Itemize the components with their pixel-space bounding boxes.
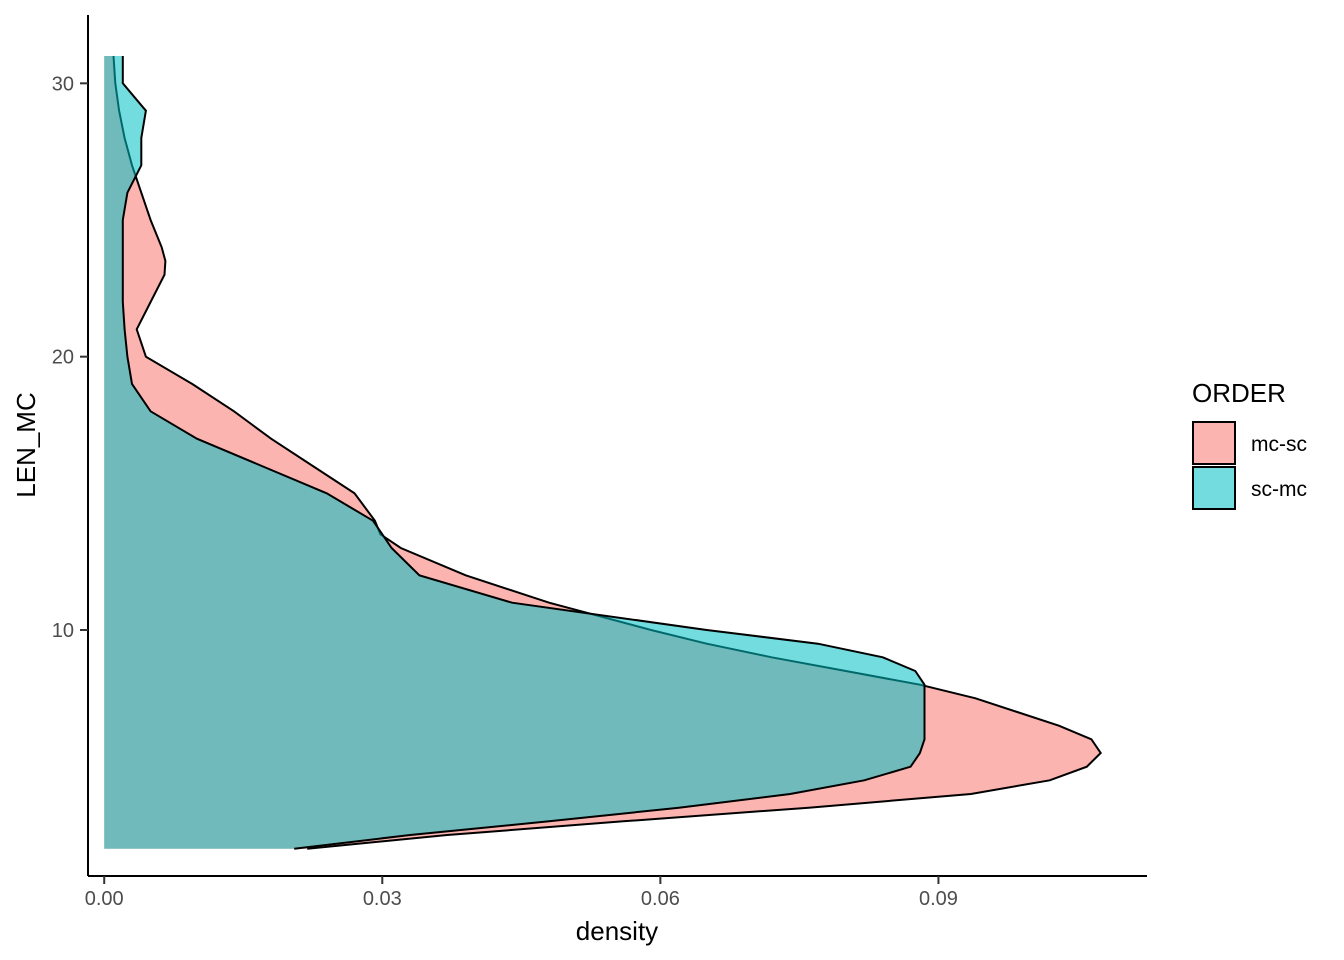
y-tick-label: 10 (52, 620, 74, 642)
y-axis-title: LEN_MC (11, 392, 41, 497)
legend-label-mc-sc: mc-sc (1251, 433, 1307, 456)
x-axis-ticks: 0.00 0.03 0.06 0.09 (85, 876, 958, 910)
plot-panel (104, 55, 1102, 850)
x-tick-label: 0.06 (641, 888, 680, 910)
density-outline-sc-mc (121, 56, 926, 850)
x-axis-title: density (576, 916, 658, 946)
y-tick-label: 20 (52, 347, 74, 369)
legend-swatch-sc-mc (1192, 466, 1236, 510)
legend-swatch-mc-sc (1192, 421, 1236, 465)
legend: ORDER mc-sc sc-mc (1192, 378, 1307, 510)
x-tick-label: 0.09 (919, 888, 958, 910)
y-tick-label: 30 (52, 73, 74, 95)
density-area-sc-mc (104, 56, 925, 849)
density-outline-mc-sc (112, 55, 1102, 850)
y-axis-ticks: 10 20 30 (52, 73, 88, 642)
x-tick-label: 0.00 (85, 888, 124, 910)
legend-label-sc-mc: sc-mc (1251, 478, 1307, 501)
legend-title: ORDER (1192, 378, 1286, 408)
x-tick-label: 0.03 (363, 888, 402, 910)
